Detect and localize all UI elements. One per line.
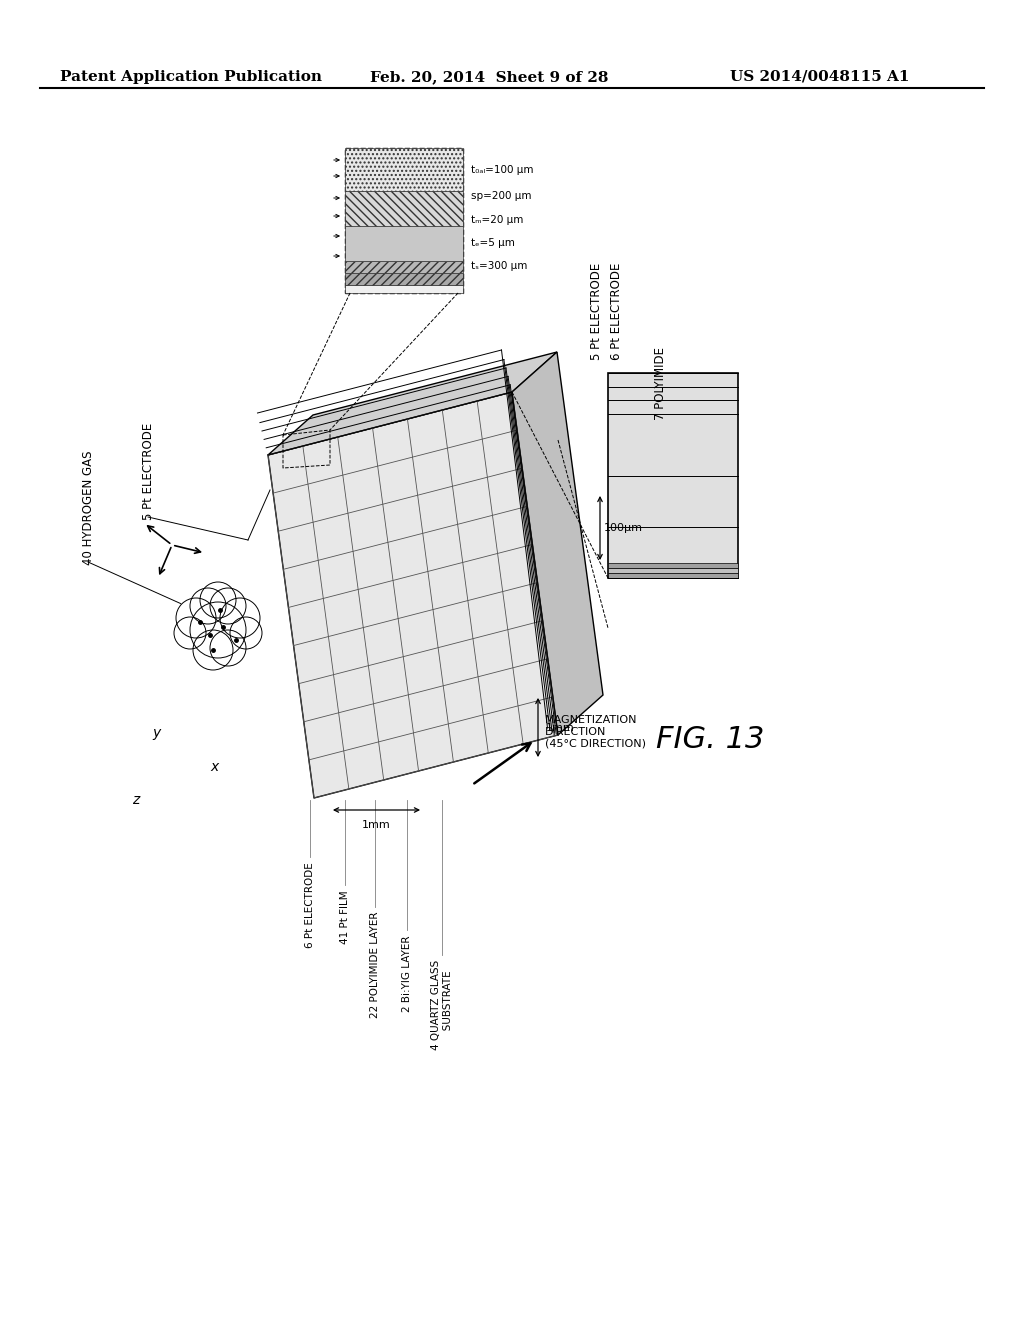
Text: x: x bbox=[210, 760, 218, 774]
Circle shape bbox=[176, 598, 216, 638]
Text: 6 Pt ELECTRODE: 6 Pt ELECTRODE bbox=[305, 862, 315, 948]
Circle shape bbox=[174, 616, 206, 649]
Circle shape bbox=[193, 630, 233, 671]
Text: MAGNETIZATION
DIRECTION
(45°C DIRECTION): MAGNETIZATION DIRECTION (45°C DIRECTION) bbox=[545, 715, 646, 748]
Bar bbox=[608, 564, 738, 568]
Text: 41 Pt FILM: 41 Pt FILM bbox=[340, 890, 350, 944]
Bar bbox=[345, 285, 463, 293]
Text: z: z bbox=[132, 793, 139, 807]
Bar bbox=[345, 148, 463, 293]
Text: 100μm: 100μm bbox=[604, 523, 643, 533]
Circle shape bbox=[230, 616, 262, 649]
Bar bbox=[345, 191, 463, 226]
Text: Feb. 20, 2014  Sheet 9 of 28: Feb. 20, 2014 Sheet 9 of 28 bbox=[370, 70, 608, 84]
Text: 5 Pt ELECTRODE: 5 Pt ELECTRODE bbox=[590, 263, 602, 360]
Circle shape bbox=[190, 602, 246, 657]
Text: 1mm: 1mm bbox=[546, 723, 574, 733]
Text: 7 POLYIMIDE: 7 POLYIMIDE bbox=[653, 347, 667, 420]
Text: tₘ=20 μm: tₘ=20 μm bbox=[471, 215, 523, 224]
Bar bbox=[608, 374, 738, 578]
Circle shape bbox=[210, 630, 246, 667]
Polygon shape bbox=[268, 392, 558, 799]
Text: sp=200 μm: sp=200 μm bbox=[471, 191, 531, 201]
Bar bbox=[345, 148, 463, 191]
Polygon shape bbox=[268, 352, 557, 455]
Text: 40 HYDROGEN GAS: 40 HYDROGEN GAS bbox=[82, 450, 94, 565]
Text: 5 Pt ELECTRODE: 5 Pt ELECTRODE bbox=[141, 422, 155, 520]
Polygon shape bbox=[512, 352, 603, 735]
Text: 6 Pt ELECTRODE: 6 Pt ELECTRODE bbox=[609, 263, 623, 360]
Circle shape bbox=[200, 582, 236, 618]
Text: US 2014/0048115 A1: US 2014/0048115 A1 bbox=[730, 70, 909, 84]
Text: FIG. 13: FIG. 13 bbox=[655, 726, 764, 755]
Bar bbox=[345, 273, 463, 285]
Text: 2 Bi:YIG LAYER: 2 Bi:YIG LAYER bbox=[402, 935, 412, 1011]
Bar bbox=[345, 226, 463, 261]
Text: y: y bbox=[152, 726, 160, 741]
Text: 1mm: 1mm bbox=[361, 820, 390, 830]
Text: 22 POLYIMIDE LAYER: 22 POLYIMIDE LAYER bbox=[370, 912, 380, 1019]
Circle shape bbox=[190, 587, 226, 624]
Circle shape bbox=[220, 598, 260, 638]
Bar bbox=[345, 261, 463, 273]
Bar bbox=[608, 573, 738, 578]
Text: tₛ=300 μm: tₛ=300 μm bbox=[471, 261, 527, 271]
Circle shape bbox=[210, 587, 246, 624]
Bar bbox=[608, 568, 738, 573]
Text: 4 QUARTZ GLASS
   SUBSTRATE: 4 QUARTZ GLASS SUBSTRATE bbox=[431, 960, 453, 1051]
Text: Patent Application Publication: Patent Application Publication bbox=[60, 70, 322, 84]
Text: tₑ=5 μm: tₑ=5 μm bbox=[471, 238, 515, 248]
Text: t₀ₐₗ=100 μm: t₀ₐₗ=100 μm bbox=[471, 165, 534, 176]
